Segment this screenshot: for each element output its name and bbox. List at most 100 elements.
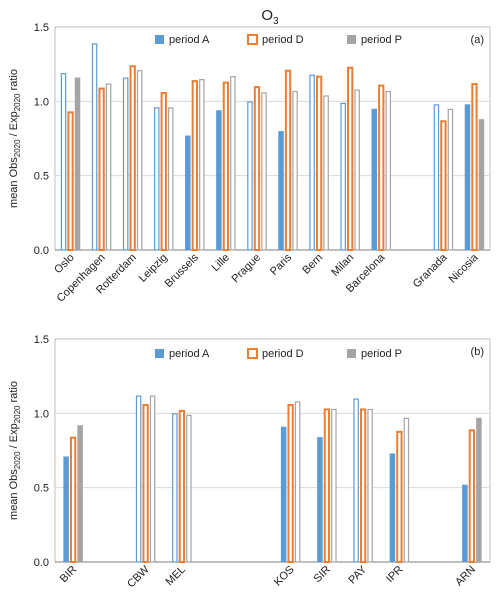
legend-label-P: period P [361, 348, 402, 360]
legend-swatch-D [247, 34, 258, 45]
bar-A [91, 43, 98, 251]
bar-P [323, 95, 329, 251]
bar-P [230, 76, 236, 251]
bar-A [353, 398, 359, 563]
bar-P [199, 79, 205, 251]
category-label: MEL [164, 564, 188, 588]
bar-D [323, 408, 331, 563]
figure-title-main: O [261, 7, 273, 24]
bar-P [447, 108, 454, 251]
bar-D [191, 80, 198, 252]
bar-P [331, 408, 337, 563]
bar-P [294, 401, 301, 563]
bar-D [253, 86, 261, 251]
bar-P [74, 77, 81, 251]
y-tick-label: 1.5 [34, 334, 49, 346]
bar-D [471, 83, 478, 251]
bar-A [63, 456, 69, 562]
bar-P [149, 395, 156, 563]
bar-A [216, 110, 222, 251]
bar-P [292, 90, 298, 251]
bar-A [309, 74, 315, 251]
bar-D [359, 408, 367, 563]
bar-A [60, 73, 67, 251]
bar-P [168, 107, 174, 251]
bar-P [186, 414, 192, 563]
category-label: IPR [384, 564, 405, 585]
bar-A [462, 484, 468, 562]
y-axis-label-part: 2020 [13, 405, 22, 423]
y-tick-label: 1.0 [34, 96, 49, 108]
category-label: Brussels [163, 251, 202, 290]
bar-D [440, 120, 447, 252]
legend-swatch-D [247, 348, 258, 359]
y-axis-label-part: 2020 [13, 93, 22, 111]
bar-P [354, 89, 360, 251]
category-label: Granada [411, 251, 450, 290]
bar-A [185, 135, 191, 250]
bar-D [378, 84, 385, 251]
legend-swatch-A [155, 349, 164, 358]
bar-A [154, 107, 160, 251]
bar-P [136, 70, 143, 251]
bar-D [160, 92, 167, 251]
category-label: Oslo [52, 252, 76, 276]
bar-D [347, 66, 354, 251]
bar-D [69, 436, 77, 563]
y-axis-label-part: / Exp [8, 111, 20, 139]
bar-D [468, 429, 476, 563]
plot-frame [54, 26, 491, 251]
panel-label: (a) [471, 34, 484, 46]
bar-D [396, 430, 403, 564]
category-label: CBW [125, 563, 152, 590]
legend-label-D: period D [262, 34, 304, 46]
bar-P [261, 92, 267, 251]
y-tick-label: 0.0 [34, 557, 49, 569]
category-label: Lille [210, 252, 232, 274]
y-axis-label: mean Obs2020 / Exp2020 ratio [8, 69, 22, 208]
bar-P [77, 425, 83, 562]
bar-P [478, 119, 485, 250]
bar-D [315, 75, 323, 251]
bar-A [122, 77, 129, 251]
bar-D [129, 65, 136, 252]
category-label: Nicosia [447, 251, 482, 286]
bar-A [280, 426, 287, 562]
legend-label-P: period P [361, 34, 402, 46]
y-axis-label: mean Obs2020 / Exp2020 ratio [8, 381, 22, 520]
legend-swatch-P [347, 35, 356, 44]
y-tick-label: 0.5 [34, 171, 49, 183]
legend-label-A: period A [169, 348, 210, 360]
bar-P [403, 417, 410, 563]
bar-D [178, 409, 186, 563]
y-axis-label-part: mean Obs [8, 469, 20, 520]
figure-title-subscript: 3 [273, 16, 279, 27]
bar-P [385, 90, 392, 251]
y-tick-label: 0.0 [34, 245, 49, 257]
y-tick-label: 1.0 [34, 408, 49, 420]
figure-title: O3 [261, 7, 279, 27]
category-label: PAY [346, 563, 369, 586]
bar-D [98, 87, 105, 252]
category-label: ARN [453, 564, 478, 589]
bar-A [464, 104, 471, 250]
bar-A [433, 104, 440, 251]
bar-D [67, 111, 74, 251]
y-axis-label-part: ratio [8, 381, 20, 405]
bar-A [371, 108, 377, 251]
bar-D [284, 69, 292, 251]
bar-P [105, 83, 112, 251]
panel-label: (b) [471, 346, 484, 358]
y-axis-label-part: 2020 [13, 139, 22, 157]
legend-swatch-A [155, 35, 164, 44]
bar-A [317, 437, 323, 562]
bar-P [367, 408, 373, 563]
category-label: Paris [268, 251, 295, 278]
legend-label-A: period A [169, 34, 210, 46]
category-label: SIR [312, 564, 333, 585]
bar-D [287, 404, 294, 563]
category-label: Bern [300, 252, 325, 277]
